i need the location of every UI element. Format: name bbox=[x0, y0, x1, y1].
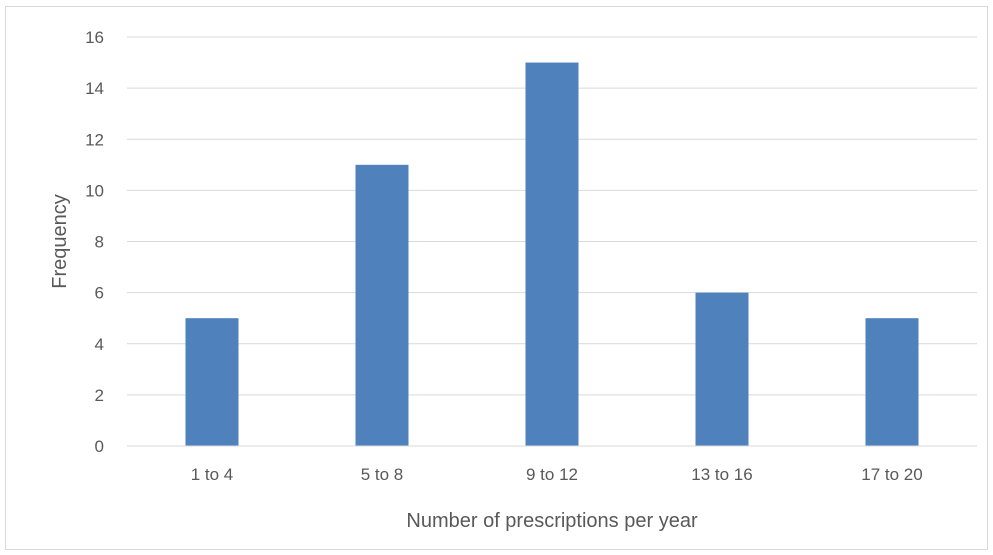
y-tick-label: 4 bbox=[95, 335, 104, 354]
bars bbox=[186, 63, 919, 446]
y-tick-label: 6 bbox=[95, 284, 104, 303]
x-tick-label: 9 to 12 bbox=[526, 465, 578, 484]
y-tick-label: 10 bbox=[85, 181, 104, 200]
y-tick-label: 14 bbox=[85, 79, 104, 98]
bar-3 bbox=[526, 63, 579, 446]
x-tick-label: 13 to 16 bbox=[691, 465, 752, 484]
x-tick-label: 1 to 4 bbox=[191, 465, 234, 484]
x-tick-labels: 1 to 4 5 to 8 9 to 12 13 to 16 17 to 20 bbox=[191, 465, 923, 484]
y-tick-label: 16 bbox=[85, 28, 104, 47]
y-tick-labels: 0 2 4 6 8 10 12 14 16 bbox=[85, 28, 104, 456]
y-tick-label: 2 bbox=[95, 386, 104, 405]
bar-4 bbox=[696, 293, 749, 446]
y-axis-title: Frequency bbox=[49, 194, 71, 289]
x-axis-title: Number of prescriptions per year bbox=[406, 510, 698, 532]
bar-1 bbox=[186, 318, 239, 446]
x-tick-label: 5 to 8 bbox=[361, 465, 404, 484]
x-tick-label: 17 to 20 bbox=[861, 465, 922, 484]
y-tick-label: 8 bbox=[95, 233, 104, 252]
bar-2 bbox=[356, 165, 409, 446]
y-tick-label: 12 bbox=[85, 130, 104, 149]
bar-5 bbox=[866, 318, 919, 446]
y-tick-label: 0 bbox=[95, 437, 104, 456]
